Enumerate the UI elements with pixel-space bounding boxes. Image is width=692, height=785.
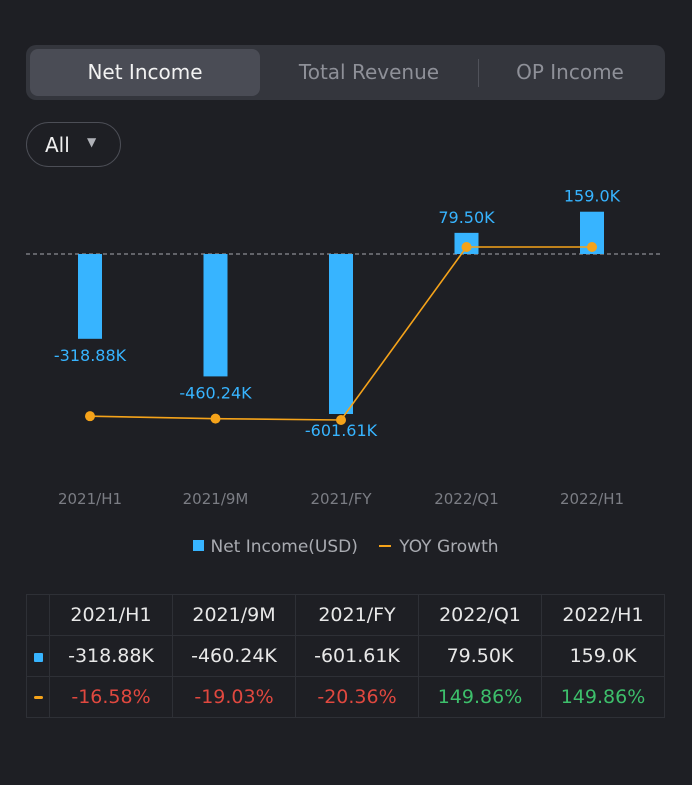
table-cell: -601.61K [295, 635, 419, 677]
bar-swatch-icon [193, 540, 205, 551]
legend-item-line[interactable]: YOY Growth [379, 537, 499, 557]
table-cell: -16.58% [49, 676, 173, 718]
x-tick-label: 2022/Q1 [434, 490, 499, 508]
bar-2021/FY [329, 254, 353, 414]
data-table: 2021/H1 2021/9M 2021/FY 2022/Q1 2022/H1 … [26, 594, 665, 718]
bar-2021/H1 [78, 254, 102, 339]
header-cell: 2022/Q1 [418, 594, 542, 636]
table-cell: 159.0K [541, 635, 665, 677]
header-cell: 2021/FY [295, 594, 419, 636]
header-corner [26, 594, 50, 636]
yoy-point-2022/Q1 [461, 242, 472, 252]
table-cell: -460.24K [172, 635, 296, 677]
bar-value-label: -460.24K [179, 383, 252, 402]
tab-net-income[interactable]: Net Income [30, 49, 260, 96]
header-cell: 2021/H1 [49, 594, 173, 636]
header-cell: 2022/H1 [541, 594, 665, 636]
table-cell: 79.50K [418, 635, 542, 677]
x-tick-label: 2021/FY [310, 490, 372, 508]
tab-total-revenue[interactable]: Total Revenue [298, 60, 440, 84]
x-tick-label: 2021/9M [183, 490, 249, 508]
row-marker [26, 635, 50, 677]
legend-line-label: YOY Growth [399, 537, 499, 557]
chart-legend: Net Income(USD) YOY Growth [0, 537, 692, 557]
bar-value-label: 79.50K [438, 208, 495, 227]
bar-2021/9M [203, 254, 228, 377]
bar-value-label: -601.61K [305, 421, 378, 440]
table-cell: 149.86% [418, 676, 542, 718]
bar-marker-icon [33, 653, 43, 662]
x-tick-label: 2021/H1 [58, 490, 122, 508]
tab-op-income[interactable]: OP Income [516, 60, 624, 84]
table-cell: -20.36% [295, 676, 419, 718]
table-cell: 149.86% [541, 676, 665, 718]
table-row-yoy-growth: -16.58% -19.03% -20.36% 149.86% 149.86% [26, 676, 665, 718]
yoy-point-2021/FY [336, 415, 346, 425]
table-header-row: 2021/H1 2021/9M 2021/FY 2022/Q1 2022/H1 [26, 594, 665, 636]
table-cell: -318.88K [49, 635, 173, 677]
yoy-point-2022/H1 [587, 242, 597, 252]
bar-value-label: -318.88K [54, 346, 127, 365]
tab-divider [478, 59, 479, 87]
yoy-point-2021/9M [210, 413, 221, 424]
legend-bar-label: Net Income(USD) [210, 537, 358, 557]
row-marker [26, 676, 50, 718]
x-tick-label: 2022/H1 [560, 490, 624, 508]
header-cell: 2021/9M [172, 594, 296, 636]
metric-tabs: Net Income Total Revenue OP Income [26, 45, 665, 100]
caret-down-icon: ▼ [87, 135, 97, 149]
legend-item-bar[interactable]: Net Income(USD) [193, 537, 358, 557]
line-swatch-icon [379, 545, 392, 547]
period-filter-dropdown[interactable]: All ▼ [26, 122, 121, 167]
bar-value-label: 159.0K [564, 187, 621, 206]
line-marker-icon [33, 696, 43, 699]
net-income-chart: -318.88K -460.24K -601.61K 79.50K 159.0K 2021… [26, 187, 660, 508]
yoy-point-2021/H1 [85, 411, 95, 422]
table-cell: -19.03% [172, 676, 296, 718]
table-row-net-income: -318.88K -460.24K -601.61K 79.50K 159.0K [26, 635, 665, 677]
period-filter-label: All [45, 133, 70, 157]
